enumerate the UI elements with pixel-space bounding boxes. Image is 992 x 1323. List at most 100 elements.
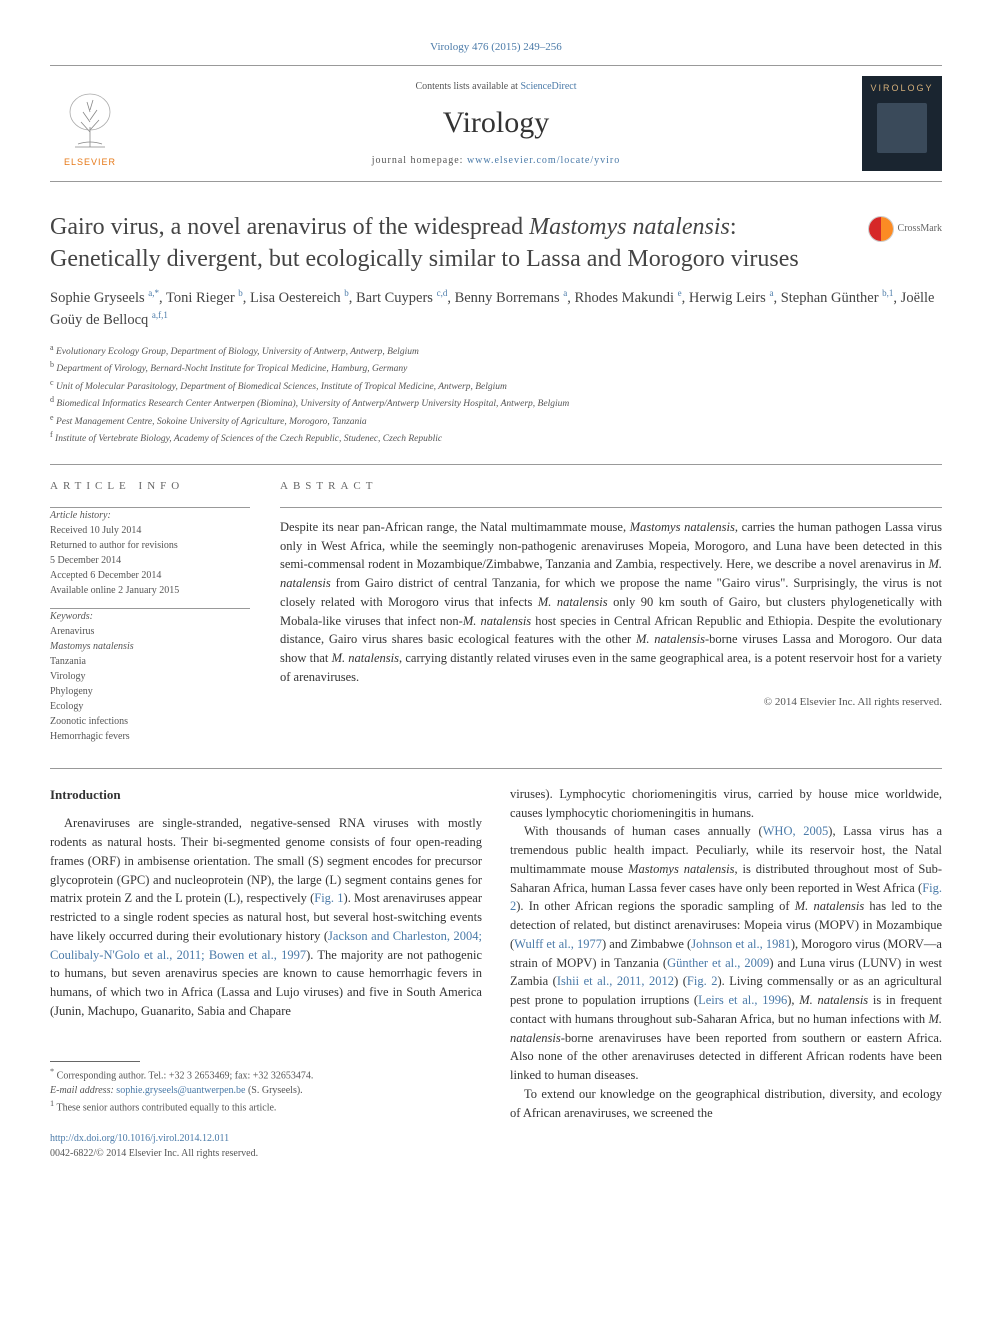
author-affil-sup: b bbox=[344, 288, 349, 298]
cover-image-icon bbox=[877, 103, 927, 153]
affiliation-line: e Pest Management Centre, Sokoine Univer… bbox=[50, 412, 942, 429]
citation-link[interactable]: Johnson et al., 1981 bbox=[691, 937, 791, 951]
abstract-copyright: © 2014 Elsevier Inc. All rights reserved… bbox=[280, 695, 942, 710]
history-line: Available online 2 January 2015 bbox=[50, 583, 250, 598]
author-affil-sup: b bbox=[238, 288, 243, 298]
doi-link[interactable]: http://dx.doi.org/10.1016/j.virol.2014.1… bbox=[50, 1133, 229, 1144]
crossmark-label: CrossMark bbox=[898, 222, 942, 236]
elsevier-logo[interactable]: ELSEVIER bbox=[50, 79, 130, 169]
citation-link[interactable]: Fig. 2 bbox=[510, 881, 942, 914]
affiliation-line: c Unit of Molecular Parasitology, Depart… bbox=[50, 377, 942, 394]
introduction-heading: Introduction bbox=[50, 785, 482, 805]
email-suffix: (S. Gryseels). bbox=[245, 1085, 302, 1096]
journal-header: ELSEVIER Contents lists available at Sci… bbox=[50, 65, 942, 182]
abstract-heading: ABSTRACT bbox=[280, 479, 942, 494]
keyword: Mastomys natalensis bbox=[50, 639, 250, 654]
keyword: Phylogeny bbox=[50, 684, 250, 699]
species-name: M. natalensis bbox=[280, 557, 942, 590]
history-line: 5 December 2014 bbox=[50, 553, 250, 568]
affiliations-list: a Evolutionary Ecology Group, Department… bbox=[50, 342, 942, 446]
keyword: Virology bbox=[50, 669, 250, 684]
author-affil-sup: a,f,1 bbox=[152, 310, 168, 320]
sciencedirect-link[interactable]: ScienceDirect bbox=[520, 81, 576, 92]
affiliation-sup: d bbox=[50, 395, 54, 404]
intro-paragraph-1: Arenaviruses are single-stranded, negati… bbox=[50, 814, 482, 1020]
title-part-1: Gairo virus, a novel arenavirus of the w… bbox=[50, 214, 529, 240]
history-line: Received 10 July 2014 bbox=[50, 523, 250, 538]
section-divider bbox=[50, 768, 942, 769]
keyword: Zoonotic infections bbox=[50, 714, 250, 729]
history-line: Accepted 6 December 2014 bbox=[50, 568, 250, 583]
contents-available-line: Contents lists available at ScienceDirec… bbox=[130, 80, 862, 94]
journal-homepage-link[interactable]: www.elsevier.com/locate/yviro bbox=[467, 155, 620, 166]
author-affil-sup: a,* bbox=[148, 288, 159, 298]
affiliation-sup: e bbox=[50, 413, 54, 422]
elsevier-tree-icon bbox=[63, 92, 118, 152]
author-affil-sup: a bbox=[769, 288, 773, 298]
citation-link[interactable]: Leirs et al., 1996 bbox=[698, 993, 787, 1007]
article-history-block: Article history: Received 10 July 2014Re… bbox=[50, 508, 250, 598]
corr-text: Corresponding author. Tel.: +32 3 265346… bbox=[54, 1070, 313, 1081]
authors-list: Sophie Gryseels a,*, Toni Rieger b, Lisa… bbox=[50, 287, 942, 332]
affiliation-line: f Institute of Vertebrate Biology, Acade… bbox=[50, 429, 942, 446]
contents-prefix: Contents lists available at bbox=[415, 81, 520, 92]
citation-link[interactable]: Fig. 2 bbox=[687, 974, 718, 988]
keyword: Arenavirus bbox=[50, 624, 250, 639]
article-info-sidebar: ARTICLE INFO Article history: Received 1… bbox=[50, 479, 250, 753]
crossmark-icon bbox=[868, 216, 894, 242]
citation-link[interactable]: Ishii et al., 2011, 2012 bbox=[557, 974, 674, 988]
issn-copyright-line: 0042-6822/© 2014 Elsevier Inc. All right… bbox=[50, 1146, 482, 1161]
author-email-link[interactable]: sophie.gryseels@uantwerpen.be bbox=[116, 1085, 245, 1096]
keyword: Hemorrhagic fevers bbox=[50, 729, 250, 744]
affiliation-line: a Evolutionary Ecology Group, Department… bbox=[50, 342, 942, 359]
affiliation-line: d Biomedical Informatics Research Center… bbox=[50, 394, 942, 411]
citation-link[interactable]: Jackson and Charleston, 2004; Coulibaly-… bbox=[50, 929, 482, 962]
body-column-left: Introduction Arenaviruses are single-str… bbox=[50, 785, 482, 1161]
journal-reference: Virology 476 (2015) 249–256 bbox=[50, 40, 942, 55]
elsevier-label: ELSEVIER bbox=[64, 156, 116, 169]
intro-paragraph-1-continued: viruses). Lymphocytic choriomeningitis v… bbox=[510, 785, 942, 823]
species-name: M. natalensis bbox=[538, 595, 608, 609]
abstract-text: Despite its near pan-African range, the … bbox=[280, 518, 942, 687]
keyword: Ecology bbox=[50, 699, 250, 714]
doi-block: http://dx.doi.org/10.1016/j.virol.2014.1… bbox=[50, 1131, 482, 1161]
senior-authors-note: 1 These senior authors contributed equal… bbox=[50, 1098, 482, 1115]
author-affil-sup: a bbox=[563, 288, 567, 298]
keywords-label: Keywords: bbox=[50, 611, 93, 622]
species-name: M. natalensis bbox=[636, 632, 705, 646]
affiliation-sup: f bbox=[50, 430, 53, 439]
species-name: Mastomys natalensis bbox=[628, 862, 734, 876]
history-line: Returned to author for revisions bbox=[50, 538, 250, 553]
species-name: M. natalensis bbox=[332, 651, 399, 665]
citation-link[interactable]: WHO, 2005 bbox=[763, 824, 829, 838]
note1-text: These senior authors contributed equally… bbox=[54, 1102, 276, 1113]
journal-homepage-line: journal homepage: www.elsevier.com/locat… bbox=[130, 154, 862, 168]
citation-link[interactable]: Fig. 1 bbox=[314, 891, 343, 905]
species-name: M. natalensis bbox=[463, 614, 531, 628]
keywords-block: Keywords: ArenavirusMastomys natalensisT… bbox=[50, 609, 250, 744]
crossmark-badge[interactable]: CrossMark bbox=[868, 216, 942, 242]
article-title: Gairo virus, a novel arenavirus of the w… bbox=[50, 212, 848, 274]
keyword: Tanzania bbox=[50, 654, 250, 669]
author-affil-sup: b,1 bbox=[882, 288, 893, 298]
species-name: M. natalensis bbox=[795, 899, 864, 913]
abstract-divider bbox=[280, 507, 942, 508]
footer-divider bbox=[50, 1061, 140, 1062]
journal-cover-thumbnail: VIROLOGY bbox=[862, 76, 942, 171]
corresponding-author-footer: * Corresponding author. Tel.: +32 3 2653… bbox=[50, 1061, 482, 1116]
title-species-1: Mastomys natalensis bbox=[529, 214, 730, 240]
email-line: E-mail address: sophie.gryseels@uantwerp… bbox=[50, 1083, 482, 1098]
intro-paragraph-2: With thousands of human cases annually (… bbox=[510, 822, 942, 1085]
cover-title: VIROLOGY bbox=[870, 82, 933, 95]
affiliation-sup: b bbox=[50, 360, 54, 369]
corresponding-author-line: * Corresponding author. Tel.: +32 3 2653… bbox=[50, 1066, 482, 1083]
species-name: M. natalensis bbox=[510, 1012, 942, 1045]
author-affil-sup: c,d bbox=[437, 288, 448, 298]
species-name: Mastomys natalensis bbox=[630, 520, 735, 534]
citation-link[interactable]: Wulff et al., 1977 bbox=[514, 937, 602, 951]
abstract-column: ABSTRACT Despite its near pan-African ra… bbox=[280, 479, 942, 753]
history-label: Article history: bbox=[50, 510, 111, 521]
citation-link[interactable]: Günther et al., 2009 bbox=[667, 956, 769, 970]
article-info-heading: ARTICLE INFO bbox=[50, 479, 250, 494]
intro-paragraph-3: To extend our knowledge on the geographi… bbox=[510, 1085, 942, 1123]
